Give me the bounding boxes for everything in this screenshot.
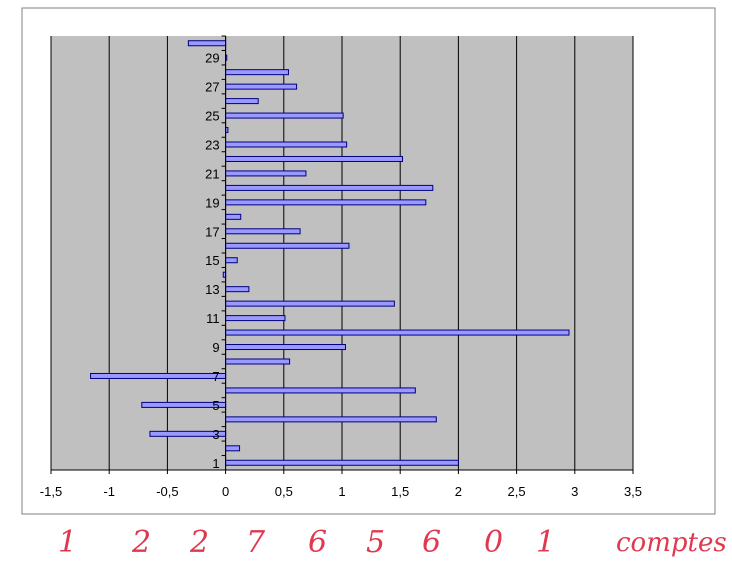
bar (225, 98, 259, 105)
y-tick-label: 9 (212, 340, 219, 355)
bar (225, 170, 307, 177)
bar (225, 184, 434, 191)
y-tick-label: 13 (205, 282, 219, 297)
y-tick-label: 3 (212, 427, 219, 442)
bar (225, 141, 348, 148)
bar (225, 199, 427, 206)
bar (90, 372, 227, 379)
bar (225, 445, 241, 452)
bar (225, 155, 404, 162)
x-tick-label: 1 (338, 484, 345, 499)
bar (225, 83, 298, 90)
handwritten-digit: 2 (190, 525, 210, 560)
handwritten-digit: 6 (422, 525, 442, 560)
bar (225, 387, 416, 394)
x-tick-label: -1 (103, 484, 115, 499)
bar (225, 69, 289, 76)
handwritten-digit: 1 (536, 525, 556, 560)
handwritten-word: comptes (616, 528, 727, 558)
x-tick-label: 3 (571, 484, 578, 499)
bar (225, 242, 350, 249)
handwritten-digit: 1 (58, 525, 78, 560)
bar (225, 213, 242, 220)
bar (225, 358, 291, 365)
y-tick-label: 21 (205, 166, 219, 181)
handwritten-digit: 2 (132, 525, 152, 560)
y-tick-label: 19 (205, 195, 219, 210)
y-tick-label: 5 (212, 398, 219, 413)
y-tick-label: 7 (212, 369, 219, 384)
handwritten-digit: 6 (308, 525, 328, 560)
bar (225, 329, 570, 336)
axes (50, 35, 634, 474)
x-tick-label: -1,5 (40, 484, 62, 499)
y-tick-label: 17 (205, 224, 219, 239)
x-tick-label: 0 (222, 484, 229, 499)
bars (90, 40, 570, 466)
y-tick-label: 15 (205, 253, 219, 268)
y-tick-label: 25 (205, 109, 219, 124)
handwritten-digit: 0 (484, 525, 504, 560)
x-tick-label: 2 (455, 484, 462, 499)
handwritten-digit: 7 (246, 525, 266, 560)
bar (225, 112, 344, 119)
x-tick-label: 1,5 (391, 484, 409, 499)
bar (225, 416, 437, 423)
bar (225, 459, 459, 466)
y-tick-label: 11 (206, 311, 220, 326)
bar (187, 40, 227, 47)
x-tick-label: -0,5 (156, 484, 178, 499)
x-tick-label: 3,5 (624, 484, 642, 499)
x-tick-label: 0,5 (275, 484, 293, 499)
bar (225, 257, 238, 264)
bar (225, 315, 286, 322)
y-tick-label: 1 (212, 456, 219, 471)
handwritten-digit: 5 (366, 525, 386, 560)
y-tick-label: 29 (205, 51, 219, 66)
bar (225, 344, 346, 351)
y-tick-label: 23 (205, 138, 219, 153)
x-tick-label: 2,5 (508, 484, 526, 499)
bar (225, 286, 250, 293)
x-tick-labels: -1,5 -1 -0,5 0 0,5 1 1,5 2 2,5 3 3,5 (40, 484, 642, 499)
y-tick-label: 27 (205, 80, 219, 95)
bar (225, 228, 301, 235)
bar (225, 300, 395, 307)
